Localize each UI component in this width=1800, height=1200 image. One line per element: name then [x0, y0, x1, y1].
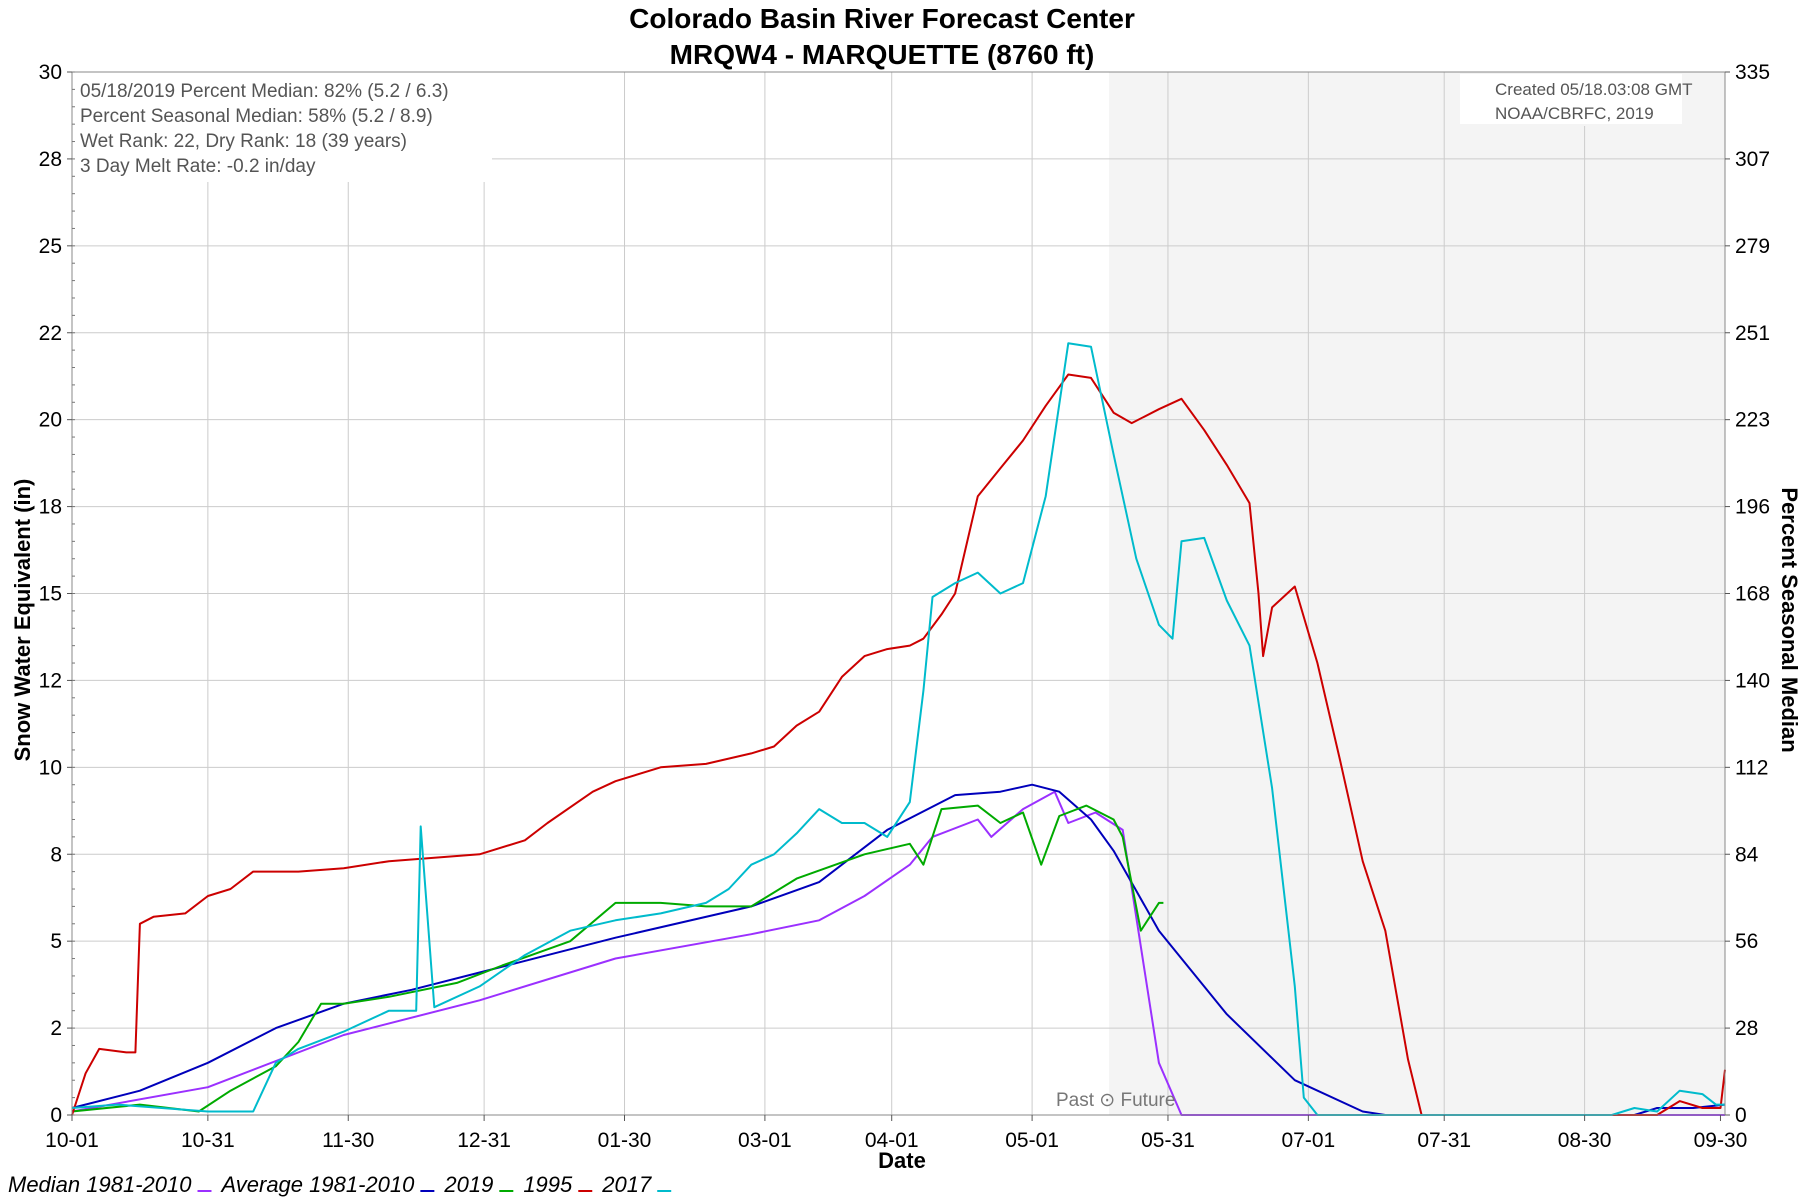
grid-lines: [72, 72, 1725, 1115]
y2-tick-label: 196: [1735, 496, 1770, 519]
y2-tick-label: 84: [1735, 843, 1759, 866]
x-tick-label: 08-30: [1558, 1129, 1612, 1152]
y2-tick-label: 112: [1735, 756, 1768, 779]
x-tick-label: 09-30: [1694, 1129, 1748, 1152]
created-box: [1460, 74, 1682, 124]
x-tick-label: 04-01: [865, 1129, 919, 1152]
x-tick-label: 12-31: [457, 1129, 511, 1152]
y-tick-label: 15: [39, 583, 62, 606]
y-tick-label: 22: [39, 322, 62, 345]
info-seasonal-median: Percent Seasonal Median: 58% (5.2 / 8.9): [80, 106, 433, 127]
legend-label-2019: 2019: [443, 1172, 493, 1197]
y-tick-label: 5: [50, 930, 62, 953]
info-percent-median: 05/18/2019 Percent Median: 82% (5.2 / 6.…: [80, 81, 449, 102]
y2-axis-label: Percent Seasonal Median: [1777, 487, 1800, 752]
y2-tick-label: 140: [1735, 669, 1770, 692]
y-tick-label: 2: [50, 1017, 62, 1040]
y-tick-label: 20: [39, 409, 62, 432]
y-tick-label: 0: [50, 1104, 62, 1127]
y-tick-label: 12: [39, 669, 62, 692]
y2-tick-label: 223: [1735, 409, 1770, 432]
y-tick-label: 28: [39, 148, 62, 171]
info-melt-rate: 3 Day Melt Rate: -0.2 in/day: [80, 156, 316, 177]
y-tick-label: 30: [39, 61, 62, 84]
created-agency: NOAA/CBRFC, 2019: [1495, 104, 1654, 123]
x-tick-label: 03-01: [738, 1129, 792, 1152]
x-tick-label: 07-31: [1417, 1129, 1471, 1152]
y2-tick-label: 307: [1735, 148, 1770, 171]
created-timestamp: Created 05/18.03:08 GMT: [1495, 80, 1693, 99]
chart-subtitle: MRQW4 - MARQUETTE (8760 ft): [670, 39, 1095, 70]
y-tick-label: 10: [39, 756, 62, 779]
y-axis-label: Snow Water Equivalent (in): [10, 479, 35, 762]
x-tick-label: 05-01: [1005, 1129, 1059, 1152]
x-tick-label: 01-30: [598, 1129, 652, 1152]
chart-title: Colorado Basin River Forecast Center: [629, 3, 1135, 34]
x-tick-label: 05-31: [1141, 1129, 1195, 1152]
x-tick-label: 11-30: [322, 1129, 374, 1152]
legend-label-median-1981-2010: Median 1981-2010: [8, 1172, 192, 1197]
y2-tick-label: 251: [1735, 322, 1770, 345]
y2-tick-label: 28: [1735, 1017, 1758, 1040]
past-future-label: Past ⊙ Future: [1056, 1090, 1175, 1111]
x-axis-label: Date: [878, 1148, 926, 1173]
series-line-2017: [71, 342, 1725, 1116]
series-line-2019: [71, 804, 1164, 1113]
x-tick-label: 10-01: [45, 1129, 99, 1152]
y-tick-label: 8: [50, 843, 62, 866]
y2-tick-label: 335: [1735, 61, 1770, 84]
axis-ticks: 0258101215182022252830028568411214016819…: [39, 61, 1770, 1152]
series-line-1995: [71, 373, 1726, 1116]
info-box: [72, 74, 492, 180]
y2-tick-label: 168: [1735, 583, 1770, 606]
legend: Median 1981-2010 Average 1981-2010 2019 199…: [8, 1172, 672, 1197]
y-tick-label: 18: [39, 496, 62, 519]
info-rank: Wet Rank: 22, Dry Rank: 18 (39 years): [80, 131, 407, 152]
y2-tick-label: 0: [1735, 1104, 1747, 1127]
x-tick-label: 10-31: [181, 1129, 235, 1152]
y2-tick-label: 279: [1735, 235, 1770, 258]
legend-label-2017: 2017: [601, 1172, 652, 1197]
legend-label-average-1981-2010: Average 1981-2010: [219, 1172, 415, 1197]
legend-label-1995: 1995: [523, 1172, 573, 1197]
x-tick-label: 07-01: [1281, 1129, 1335, 1152]
y2-tick-label: 56: [1735, 930, 1758, 953]
y-tick-label: 25: [39, 235, 62, 258]
series-lines: [71, 342, 1726, 1116]
